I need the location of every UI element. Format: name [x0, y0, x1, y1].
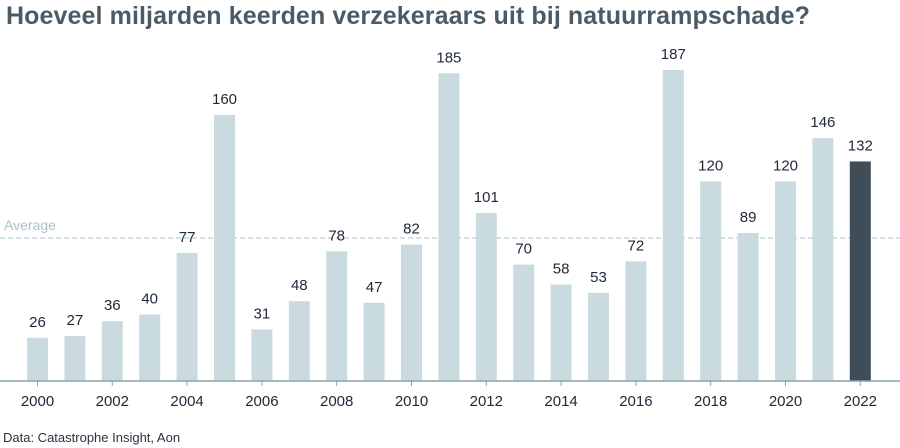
data-label-2002: 36 [104, 297, 121, 314]
tick-label-2012: 2012 [470, 393, 503, 410]
data-label-2012: 101 [474, 189, 499, 206]
bar-2012 [475, 213, 497, 381]
tick-label-2014: 2014 [544, 393, 577, 410]
data-label-2018: 120 [698, 157, 723, 174]
average-label: Average [4, 217, 56, 233]
data-label-2008: 78 [328, 227, 345, 244]
data-label-2016: 72 [628, 237, 645, 254]
data-label-2013: 70 [515, 241, 532, 258]
bar-2003 [139, 314, 161, 381]
tick-label-2022: 2022 [844, 393, 877, 410]
data-label-2007: 48 [291, 277, 308, 294]
bar-2015 [588, 292, 609, 381]
data-source: Data: Catastrophe Insight, Aon [3, 430, 181, 445]
bar-2020 [775, 181, 796, 381]
bar-2009 [363, 302, 385, 381]
data-label-2019: 89 [740, 209, 757, 226]
data-label-2014: 58 [553, 261, 570, 278]
bar-2021 [812, 138, 834, 381]
bar-2002 [101, 321, 123, 381]
tick-label-2018: 2018 [694, 393, 727, 410]
bar-2010 [401, 244, 422, 381]
tick-label-2020: 2020 [769, 393, 802, 410]
data-label-2005: 160 [212, 91, 237, 108]
bar-2000 [27, 337, 48, 381]
data-label-2000: 26 [29, 314, 46, 331]
bar-2008 [326, 251, 348, 381]
bar-2017 [662, 69, 684, 381]
bar-2016 [625, 261, 647, 381]
bar-2018 [700, 181, 722, 381]
data-label-2001: 27 [67, 312, 84, 329]
tick-label-2006: 2006 [245, 393, 278, 410]
data-label-2022: 132 [848, 137, 873, 154]
tick-label-2008: 2008 [320, 393, 353, 410]
bar-2006 [251, 329, 273, 381]
tick-label-2004: 2004 [170, 393, 203, 410]
data-label-2020: 120 [773, 157, 798, 174]
bar-2005 [214, 114, 235, 381]
bar-2011 [438, 73, 460, 381]
bar-2014 [550, 284, 572, 381]
bar-2001 [64, 336, 86, 381]
data-label-2004: 77 [179, 229, 196, 246]
data-label-2021: 146 [810, 114, 835, 131]
bar-2019 [737, 232, 759, 381]
data-label-2011: 185 [436, 49, 461, 66]
bar-2013 [513, 264, 535, 381]
tick-label-2010: 2010 [395, 393, 428, 410]
chart-title: Hoeveel miljarden keerden verzekeraars u… [6, 2, 810, 30]
data-label-2009: 47 [366, 279, 383, 296]
bar-2007 [288, 301, 310, 381]
data-label-2017: 187 [661, 46, 686, 63]
bar-2004 [176, 252, 198, 381]
bar-2022 [849, 161, 871, 381]
data-label-2006: 31 [254, 305, 271, 322]
tick-label-2016: 2016 [619, 393, 652, 410]
data-label-2003: 40 [141, 290, 158, 307]
data-label-2015: 53 [590, 269, 607, 286]
data-label-2010: 82 [403, 221, 420, 238]
tick-label-2002: 2002 [96, 393, 129, 410]
tick-label-2000: 2000 [21, 393, 54, 410]
